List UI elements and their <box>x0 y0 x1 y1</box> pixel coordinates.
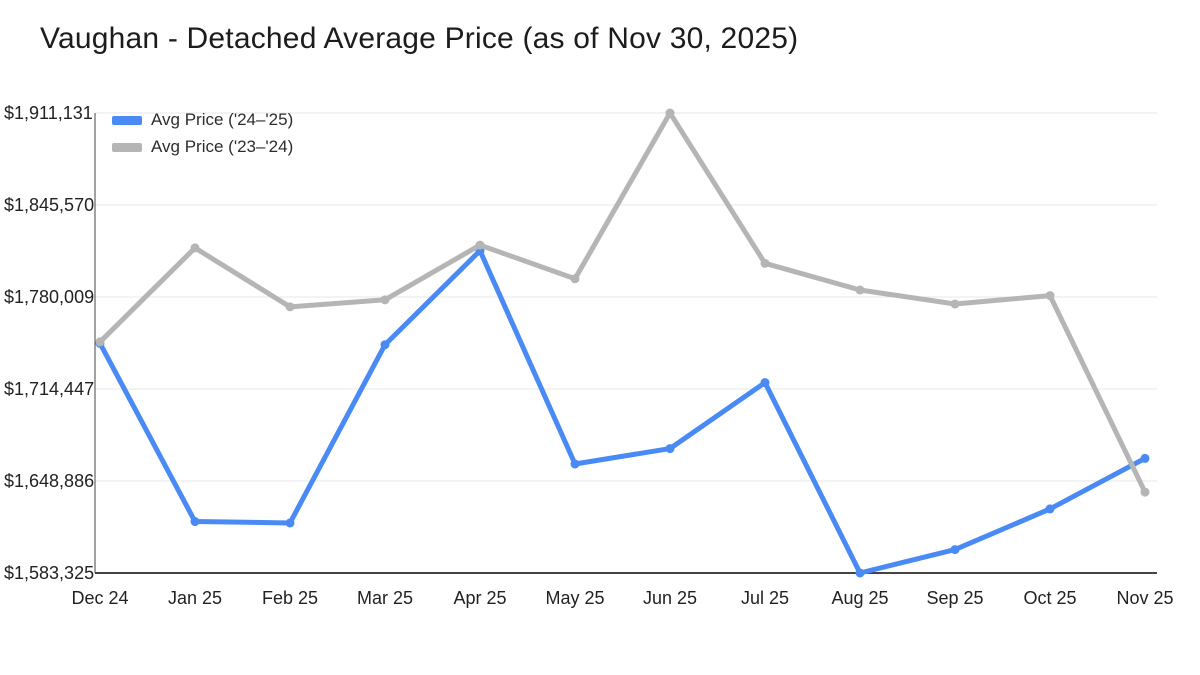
x-tick-label: Nov 25 <box>1116 588 1173 608</box>
data-point[interactable] <box>190 243 200 253</box>
data-point[interactable] <box>760 378 770 388</box>
legend-item-avg-price-24-25[interactable]: Avg Price ('24–'25) <box>112 110 293 130</box>
data-point[interactable] <box>570 274 580 284</box>
data-point[interactable] <box>665 108 675 118</box>
x-tick-label: Jun 25 <box>643 588 697 608</box>
x-tick-label: Sep 25 <box>926 588 983 608</box>
x-tick-label: Mar 25 <box>357 588 413 608</box>
data-point[interactable] <box>95 337 105 347</box>
data-point[interactable] <box>1140 453 1150 463</box>
legend-swatch-gray-icon <box>112 142 142 152</box>
data-point[interactable] <box>760 258 770 268</box>
data-point[interactable] <box>1045 291 1055 301</box>
y-tick-label: $1,714,447 <box>4 379 94 399</box>
x-tick-label: Dec 24 <box>71 588 128 608</box>
chart-title: Vaughan - Detached Average Price (as of … <box>40 22 799 55</box>
data-point[interactable] <box>665 444 675 454</box>
data-point[interactable] <box>380 295 390 305</box>
y-tick-label: $1,911,131 <box>4 103 93 123</box>
legend-swatch-blue-icon <box>112 115 142 125</box>
x-tick-label: Apr 25 <box>453 588 506 608</box>
x-tick-label: Aug 25 <box>831 588 888 608</box>
data-point[interactable] <box>855 285 865 295</box>
x-tick-label: Oct 25 <box>1023 588 1076 608</box>
y-tick-label: $1,845,570 <box>4 195 94 215</box>
data-point[interactable] <box>190 517 200 527</box>
y-tick-label: $1,648,886 <box>4 471 94 491</box>
data-point[interactable] <box>950 299 960 309</box>
x-tick-label: May 25 <box>545 588 604 608</box>
data-point[interactable] <box>285 302 295 312</box>
series-line-1 <box>97 110 1148 495</box>
x-tick-label: Jul 25 <box>741 588 789 608</box>
y-tick-label: $1,780,009 <box>4 287 94 307</box>
legend-label-23-24: Avg Price ('23–'24) <box>151 137 294 156</box>
legend: Avg Price ('24–'25) Avg Price ('23–'24) <box>112 110 293 157</box>
data-point[interactable] <box>285 518 295 528</box>
legend-item-avg-price-23-24[interactable]: Avg Price ('23–'24) <box>112 137 293 157</box>
data-point[interactable] <box>950 545 960 555</box>
legend-label-24-25: Avg Price ('24–'25) <box>151 110 294 129</box>
data-point[interactable] <box>570 459 580 469</box>
data-point[interactable] <box>475 240 485 250</box>
data-point[interactable] <box>1045 504 1055 514</box>
data-point[interactable] <box>1140 487 1150 497</box>
x-tick-label: Jan 25 <box>168 588 222 608</box>
series-line-0 <box>97 248 1148 576</box>
data-point[interactable] <box>380 340 390 350</box>
x-tick-label: Feb 25 <box>262 588 318 608</box>
data-point[interactable] <box>855 568 865 578</box>
y-tick-label: $1,583,325 <box>4 563 94 583</box>
